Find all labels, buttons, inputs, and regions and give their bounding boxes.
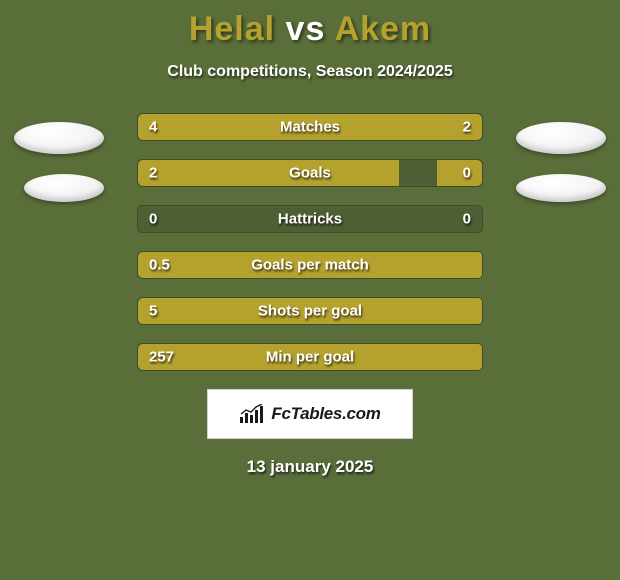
stat-row-shots-per-goal: 5 Shots per goal [137,297,483,325]
stat-label: Goals [289,165,331,182]
stat-value-right: 0 [463,165,471,182]
stat-value-left: 5 [149,303,157,320]
stat-row-goals-per-match: 0.5 Goals per match [137,251,483,279]
stat-label: Goals per match [251,257,369,274]
stat-label: Hattricks [278,211,342,228]
stat-value-right: 0 [463,211,471,228]
bar-fill-left [138,160,399,186]
stat-value-right: 2 [463,119,471,136]
stats-chart: 4 Matches 2 2 Goals 0 0 Hattricks 0 0.5 … [0,113,620,371]
bar-fill-right [437,160,482,186]
fctables-logo-text: FcTables.com [271,404,380,424]
fctables-logo: FcTables.com [207,389,413,439]
date-text: 13 january 2025 [0,457,620,477]
stat-value-left: 257 [149,349,174,366]
player2-name: Akem [335,10,432,48]
stat-row-matches: 4 Matches 2 [137,113,483,141]
player1-name: Helal [189,10,275,48]
stat-value-left: 0.5 [149,257,170,274]
stat-value-left: 2 [149,165,157,182]
stat-value-left: 0 [149,211,157,228]
stat-row-hattricks: 0 Hattricks 0 [137,205,483,233]
stat-row-min-per-goal: 257 Min per goal [137,343,483,371]
title-vs: vs [286,10,326,48]
fctables-icon [239,404,265,424]
stat-label: Matches [280,119,340,136]
stat-value-left: 4 [149,119,157,136]
stat-label: Shots per goal [258,303,362,320]
comparison-title: Helal vs Akem [0,0,620,49]
subtitle: Club competitions, Season 2024/2025 [0,63,620,81]
stat-label: Min per goal [266,349,354,366]
stat-row-goals: 2 Goals 0 [137,159,483,187]
